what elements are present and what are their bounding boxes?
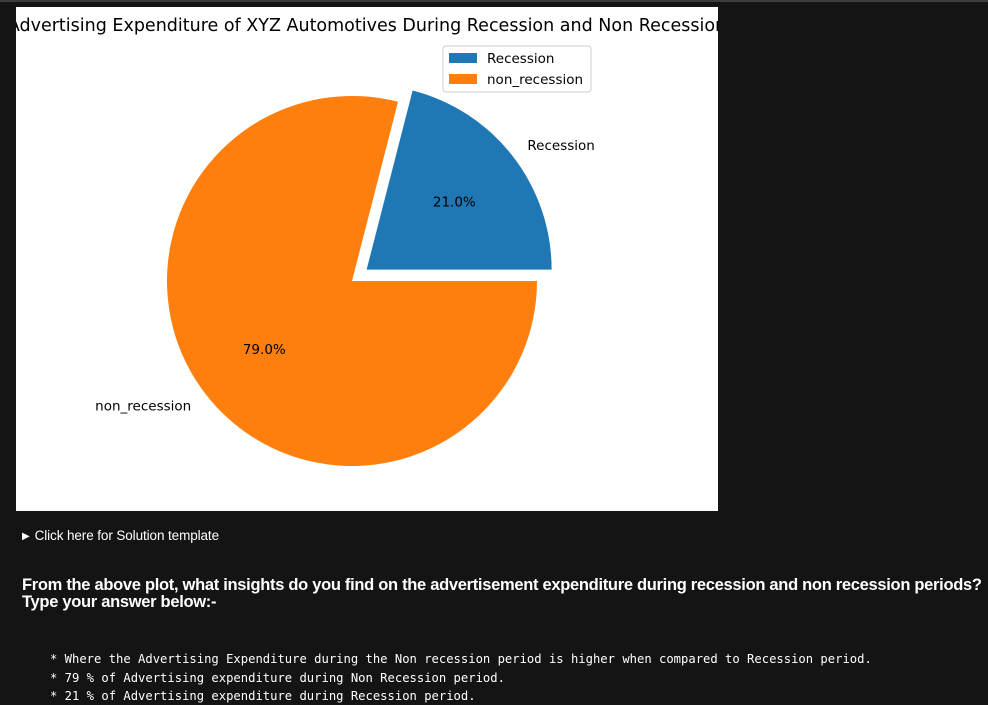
answer-line-1: * Where the Advertising Expenditure duri… bbox=[50, 652, 872, 666]
chart-title: Advertising Expenditure of XYZ Automotiv… bbox=[16, 16, 718, 36]
question-text: From the above plot, what insights do yo… bbox=[22, 577, 988, 611]
pie-slices: 21.0% Recession 79.0% non_recession bbox=[95, 90, 595, 466]
legend-label-recession: Recession bbox=[487, 51, 554, 67]
pct-label-non-recession: 79.0% bbox=[243, 342, 286, 358]
solution-template-toggle[interactable]: ▶ Click here for Solution template bbox=[22, 528, 219, 543]
answer-line-3: * 21 % of Advertising expenditure during… bbox=[50, 689, 476, 703]
category-label-non-recession: non_recession bbox=[95, 399, 191, 415]
question-line-2: Type your answer below:- bbox=[22, 593, 217, 611]
cell-top-border bbox=[0, 0, 988, 2]
chart-output-panel: Advertising Expenditure of XYZ Automotiv… bbox=[16, 7, 718, 511]
answer-block: * Where the Advertising Expenditure duri… bbox=[50, 650, 872, 705]
category-label-recession: Recession bbox=[527, 138, 594, 154]
legend-label-non-recession: non_recession bbox=[487, 72, 583, 88]
pie-slice-non-recession bbox=[167, 96, 538, 466]
legend-swatch-recession bbox=[449, 53, 477, 63]
question-line-1: From the above plot, what insights do yo… bbox=[22, 576, 982, 594]
legend-frame bbox=[442, 45, 592, 93]
pct-label-recession: 21.0% bbox=[433, 195, 476, 211]
chart-legend: Recession non_recession bbox=[442, 45, 592, 93]
pie-chart: Advertising Expenditure of XYZ Automotiv… bbox=[16, 16, 718, 466]
disclosure-triangle-icon: ▶ bbox=[22, 531, 30, 542]
pie-slice-recession bbox=[366, 90, 552, 270]
answer-line-2: * 79 % of Advertising expenditure during… bbox=[50, 670, 505, 685]
solution-template-label: Click here for Solution template bbox=[34, 528, 219, 543]
legend-swatch-non-recession bbox=[449, 74, 477, 84]
